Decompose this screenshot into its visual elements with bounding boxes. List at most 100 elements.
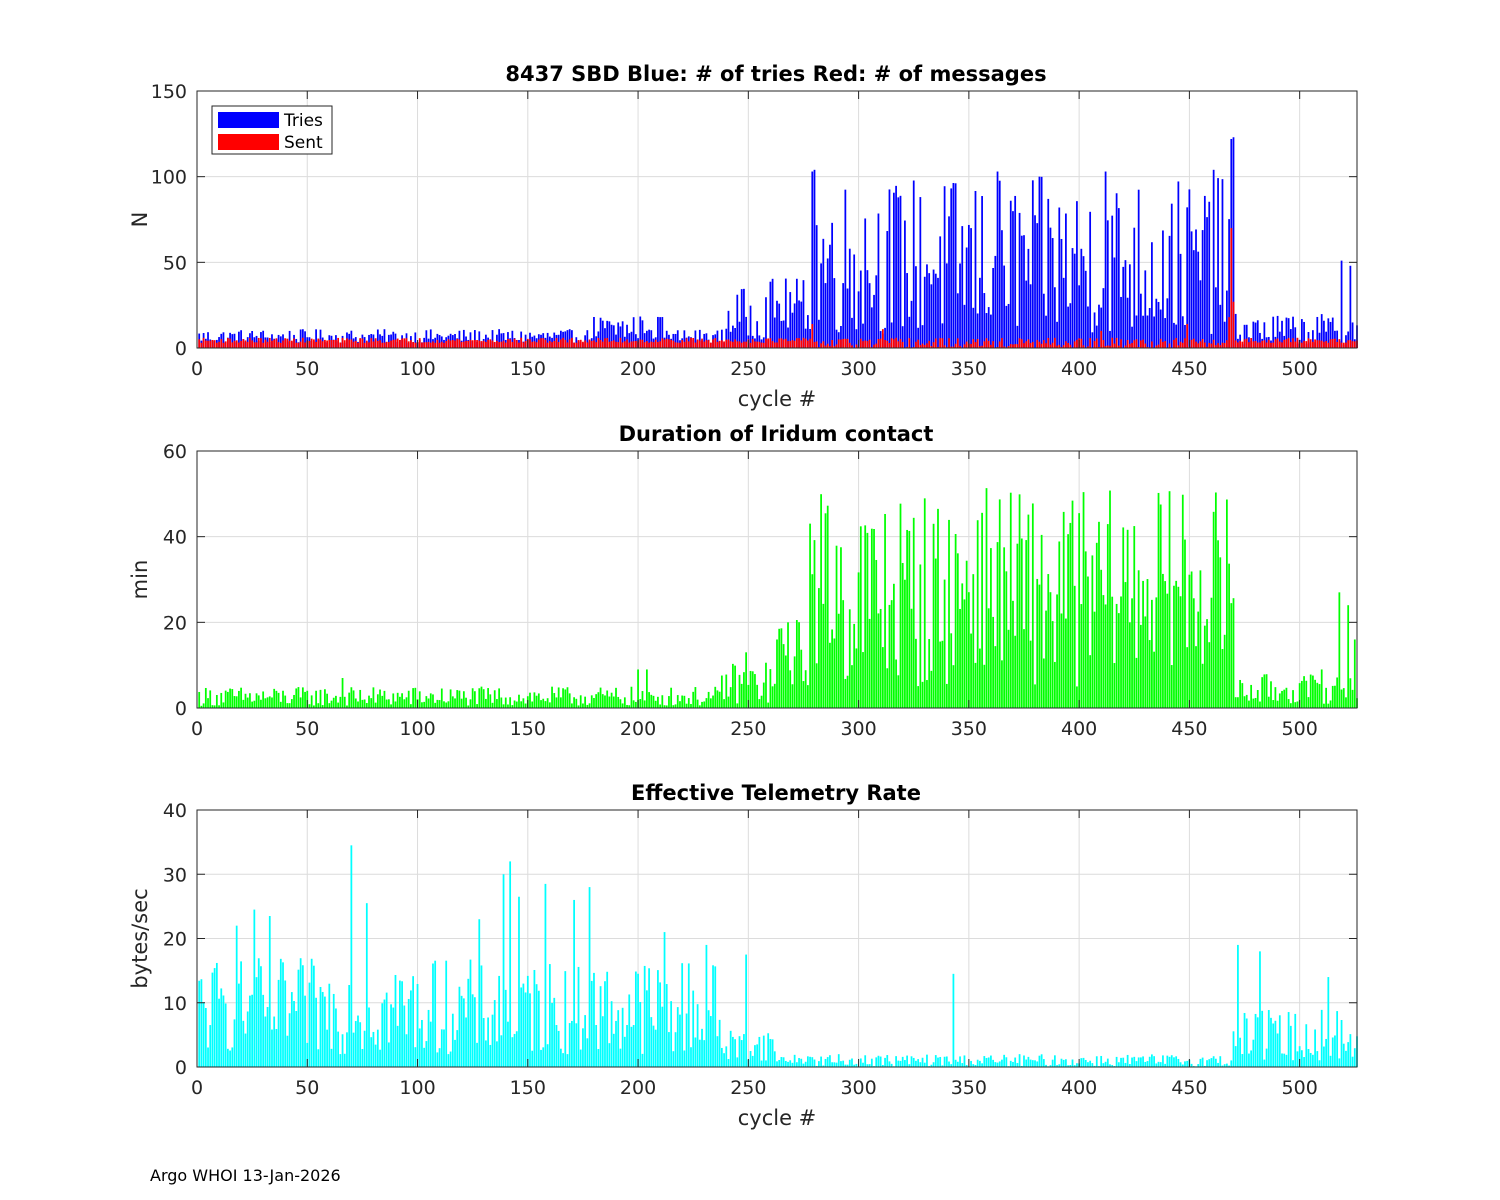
bar (1053, 1055, 1056, 1067)
bar (326, 693, 328, 708)
bar (222, 342, 225, 348)
bar (1080, 248, 1083, 348)
bar (1003, 265, 1006, 348)
bar (864, 340, 867, 348)
bar (1186, 324, 1189, 348)
bar (246, 341, 249, 348)
bar (557, 687, 560, 708)
bar (1334, 685, 1336, 708)
bar (716, 341, 719, 348)
bar (672, 1051, 675, 1067)
bar (743, 1034, 745, 1067)
bar (249, 337, 251, 348)
bar (293, 338, 295, 348)
bar (643, 965, 646, 1067)
bar (1036, 223, 1039, 348)
bar (1206, 346, 1208, 348)
bar (881, 329, 884, 348)
bar (818, 588, 820, 708)
bar (723, 699, 725, 708)
bar (725, 674, 728, 708)
bar (1023, 1055, 1025, 1067)
bar (238, 331, 240, 348)
bar (1153, 651, 1155, 708)
chart-panel-1: 0 50 100 150 200 250 300 350 400 450 5000501001508… (128, 62, 1358, 411)
x-tick-label: 50 (295, 1077, 319, 1099)
bar (1014, 344, 1017, 348)
bar (1144, 1061, 1147, 1067)
bar (926, 1054, 928, 1067)
bar (866, 270, 869, 348)
bar (736, 294, 739, 348)
bar (1120, 1057, 1122, 1067)
bar (317, 703, 320, 708)
bar (1228, 219, 1230, 348)
bar (341, 337, 344, 348)
x-tick-label: 150 (510, 1077, 546, 1099)
bar (498, 975, 501, 1067)
bar (1347, 331, 1350, 348)
bar (202, 337, 205, 348)
bar (1012, 1061, 1014, 1067)
bar (848, 248, 851, 348)
bar (718, 340, 721, 348)
bar (868, 283, 871, 348)
bar (1058, 207, 1061, 348)
bar (315, 690, 317, 708)
bar (1195, 229, 1197, 348)
bar (615, 1020, 617, 1067)
bar (1131, 1057, 1133, 1067)
bar (313, 339, 315, 348)
bar (1153, 316, 1155, 348)
bar (1316, 1051, 1319, 1067)
bar (771, 278, 774, 348)
bar (383, 999, 386, 1067)
bar (740, 289, 743, 348)
bar (207, 1047, 209, 1067)
bar (1289, 1025, 1292, 1067)
bar (1351, 689, 1354, 708)
bar (1095, 325, 1098, 348)
bar (1051, 1059, 1054, 1067)
bar (396, 1025, 399, 1067)
bar (321, 341, 324, 348)
bar (1067, 534, 1069, 708)
bar (917, 686, 920, 708)
bar (619, 337, 622, 348)
bar (1226, 340, 1228, 348)
bar (1175, 580, 1178, 708)
bar (412, 688, 414, 708)
bar (1177, 345, 1180, 348)
bar (1071, 1059, 1074, 1067)
bar (961, 1063, 964, 1067)
bar (824, 1058, 827, 1067)
bar (1289, 342, 1292, 348)
bar (1175, 1056, 1178, 1067)
bar (676, 342, 679, 348)
bar (249, 693, 251, 708)
bar (824, 345, 827, 348)
x-axis-label: cycle # (738, 387, 817, 411)
bar (332, 340, 335, 348)
bar (529, 993, 531, 1067)
bar (566, 687, 569, 708)
bar (1278, 341, 1281, 348)
bar (1168, 1056, 1171, 1067)
bar (1325, 341, 1327, 348)
bar (1128, 343, 1131, 348)
bar (222, 702, 225, 708)
bar (1120, 296, 1122, 348)
bar (659, 341, 661, 348)
bar (1140, 624, 1142, 708)
bar (835, 545, 838, 708)
bar (427, 698, 430, 708)
bar (868, 618, 871, 708)
bar (445, 960, 448, 1067)
bar (657, 696, 659, 708)
bar (811, 1057, 814, 1067)
bar (425, 1041, 428, 1067)
bar (317, 338, 320, 348)
bar (1256, 320, 1259, 348)
bar (769, 338, 772, 348)
